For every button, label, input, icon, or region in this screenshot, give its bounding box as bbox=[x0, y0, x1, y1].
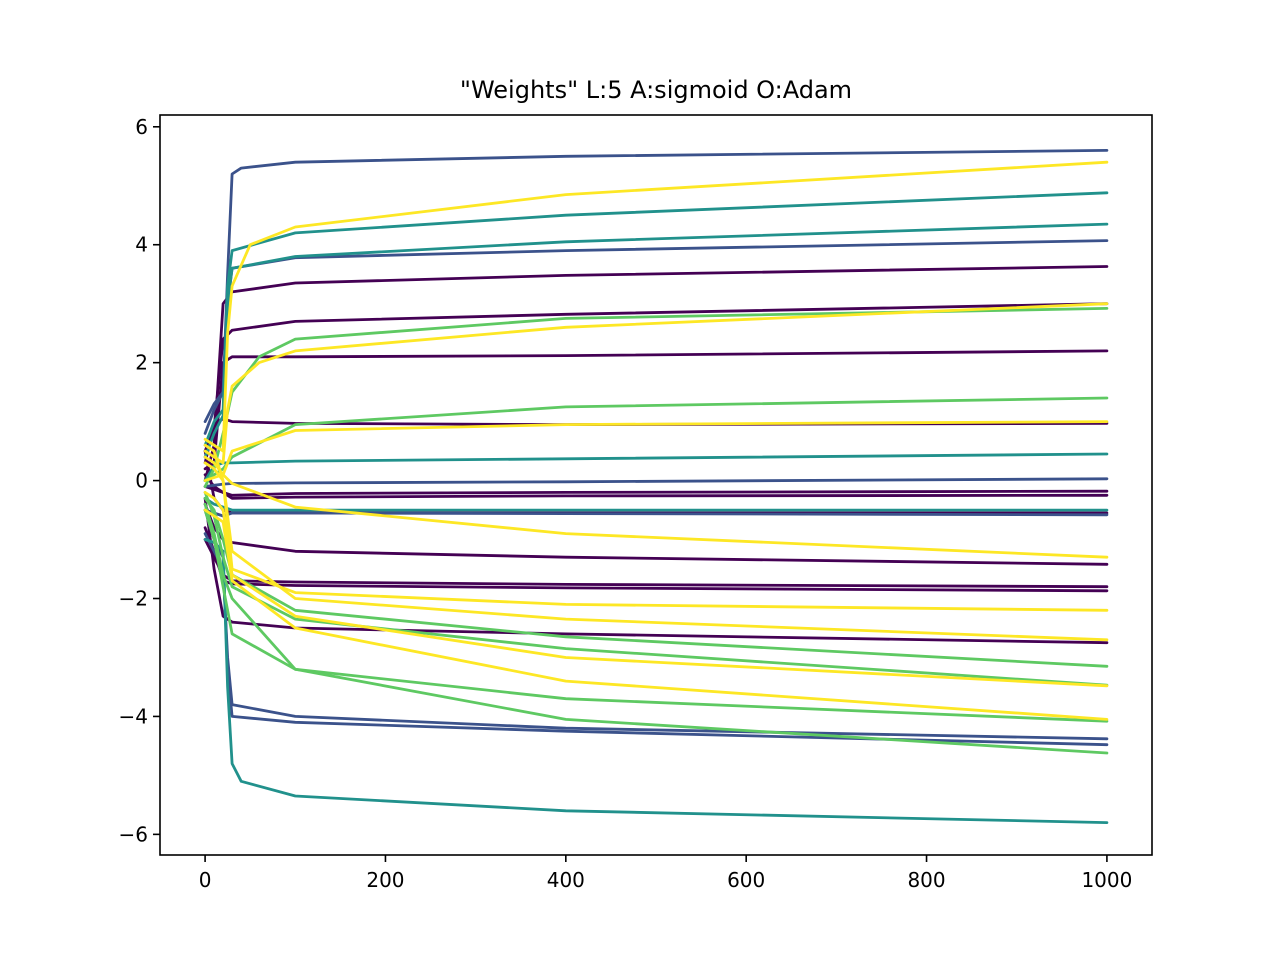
x-tick-label: 1000 bbox=[1081, 868, 1132, 892]
series-line-28 bbox=[203, 160, 1109, 453]
series-line-5 bbox=[203, 473, 1109, 497]
y-axis: −6 −4 −2 0 2 4 6 bbox=[119, 115, 160, 846]
series-line-35 bbox=[203, 508, 1109, 721]
x-axis: 0 200 400 600 800 1000 bbox=[199, 855, 1132, 892]
series-line-23 bbox=[203, 396, 1109, 483]
y-tick-label: 0 bbox=[135, 469, 148, 493]
y-tick-label: −4 bbox=[119, 704, 148, 728]
series-line-0 bbox=[203, 349, 1109, 471]
series-line-33 bbox=[203, 443, 1109, 642]
series-line-11 bbox=[203, 148, 1109, 424]
series-line-13 bbox=[203, 477, 1109, 488]
y-tick-label: −2 bbox=[119, 587, 148, 611]
series-line-19 bbox=[203, 452, 1109, 483]
series-line-29 bbox=[203, 302, 1109, 465]
series-line-27 bbox=[203, 502, 1109, 755]
x-tick-label: 400 bbox=[547, 868, 585, 892]
series-group bbox=[203, 148, 1109, 824]
series-line-17 bbox=[203, 191, 1109, 447]
chart-title: "Weights" L:5 A:sigmoid O:Adam bbox=[460, 76, 852, 104]
plot-frame bbox=[159, 114, 1153, 856]
series-line-18 bbox=[203, 222, 1109, 459]
series-line-2 bbox=[203, 265, 1109, 483]
x-tick-label: 800 bbox=[907, 868, 945, 892]
series-line-10 bbox=[203, 496, 1109, 645]
x-tick-label: 600 bbox=[727, 868, 765, 892]
x-tick-label: 200 bbox=[366, 868, 404, 892]
series-line-4 bbox=[203, 485, 1109, 500]
series-line-31 bbox=[203, 473, 1109, 559]
y-tick-label: 2 bbox=[135, 351, 148, 375]
x-tick-label: 0 bbox=[199, 868, 212, 892]
series-line-30 bbox=[203, 420, 1109, 477]
series-line-20 bbox=[203, 496, 1109, 512]
y-tick-label: 4 bbox=[135, 233, 148, 257]
y-tick-label: 6 bbox=[135, 115, 148, 139]
y-tick-label: −6 bbox=[119, 822, 148, 846]
